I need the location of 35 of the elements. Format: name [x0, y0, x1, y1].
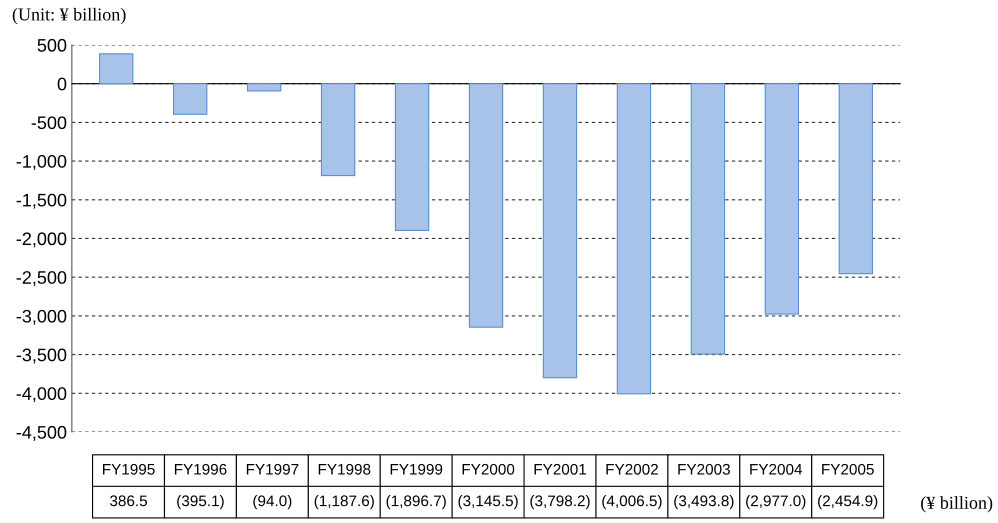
x-tick-label: FY2003 — [678, 464, 730, 475]
data-label: (1,896.7) — [386, 495, 446, 510]
y-tick-label: -4,000 — [16, 387, 66, 402]
data-label: (1,187.6) — [314, 495, 374, 510]
data-label: (3,493.8) — [674, 495, 734, 510]
x-tick-label: FY2001 — [534, 464, 586, 475]
x-tick-label: FY2002 — [606, 464, 658, 475]
x-tick-label: FY2004 — [750, 464, 802, 475]
y-tick-label: 500 — [38, 38, 66, 52]
y-tick-label: -3,500 — [16, 348, 66, 364]
x-tick-label: FY1996 — [174, 464, 227, 475]
y-tick-label: -1,000 — [16, 155, 66, 170]
data-label: (94.0) — [253, 495, 292, 510]
data-label: 386.5 — [110, 495, 147, 506]
x-tick-label: FY2005 — [822, 464, 874, 475]
x-tick-label: FY1995 — [103, 464, 155, 475]
data-label: (3,145.5) — [458, 495, 518, 510]
data-label: (395.1) — [177, 495, 224, 510]
text: (¥ billion) — [921, 496, 992, 513]
y-tick-label: -1,500 — [16, 194, 66, 209]
y-tick-label: -4,500 — [16, 426, 66, 441]
y-tick-label: -500 — [32, 116, 66, 130]
x-tick-label: FY1998 — [318, 464, 370, 475]
data-label: (3,798.2) — [530, 495, 590, 510]
x-tick-label: FY2000 — [462, 464, 514, 475]
x-tick-label: FY1997 — [246, 464, 298, 475]
data-label: (4,006.5) — [602, 495, 662, 510]
y-tick-label: -2,000 — [16, 232, 66, 248]
text: (Unit: ¥ billion) — [12, 8, 126, 24]
y-tick-label: -3,000 — [16, 310, 66, 325]
data-label: (2,977.0) — [746, 495, 806, 510]
y-tick-label: 0 — [58, 78, 66, 90]
y-tick-label: -2,500 — [16, 271, 66, 286]
data-label: (2,454.9) — [818, 495, 878, 510]
x-tick-label: FY1999 — [390, 464, 442, 475]
